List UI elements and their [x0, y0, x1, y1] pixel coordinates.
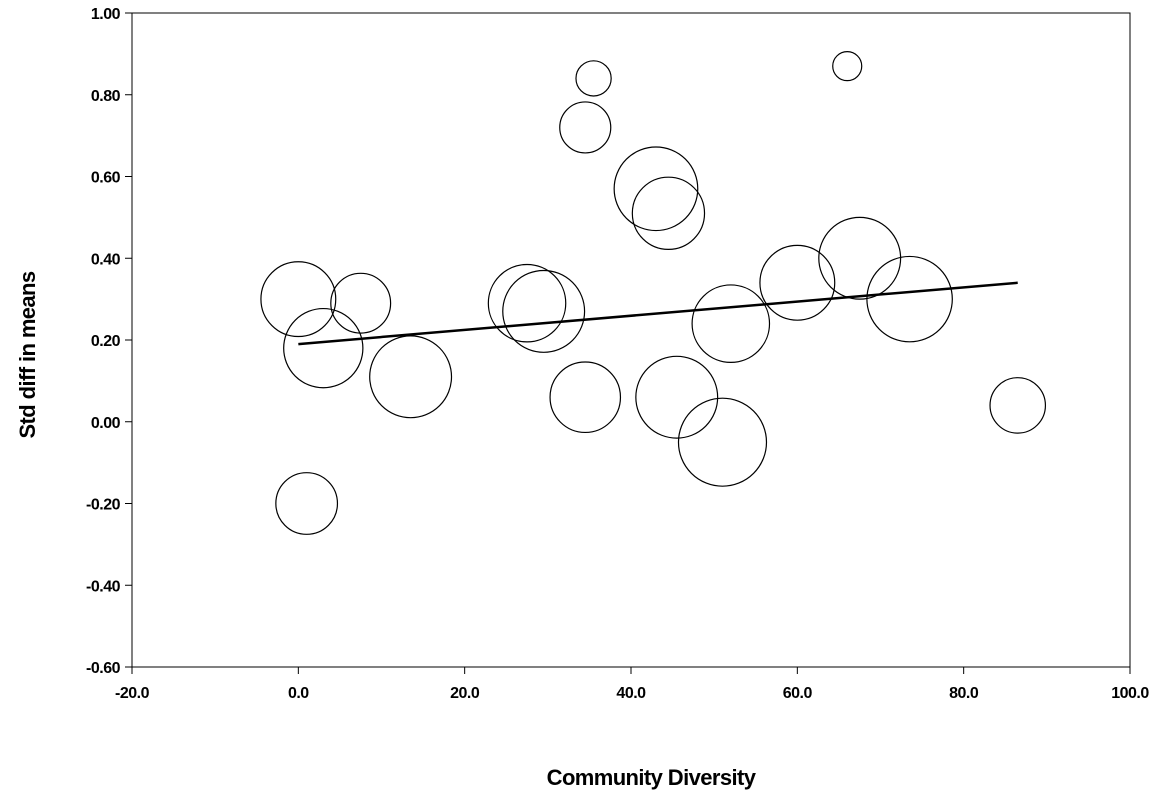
study-bubble: [818, 216, 902, 300]
x-tick-label: -20.0: [115, 685, 150, 702]
x-tick-label: 0.0: [288, 685, 309, 702]
chart-marks: [260, 51, 1047, 535]
x-tick-label: 40.0: [616, 685, 646, 702]
x-axis: -20.0 0.0 20.0 40.0 60.0 80.0 100.0: [115, 667, 1150, 702]
study-bubble: [635, 355, 719, 439]
study-bubble: [759, 244, 836, 321]
y-tick-label: 0.40: [91, 251, 121, 268]
study-bubble: [989, 377, 1047, 434]
plot-frame: [131, 12, 1131, 668]
x-tick-label: 80.0: [949, 685, 979, 702]
x-tick-label: 100.0: [1111, 685, 1149, 702]
y-tick-label: -0.40: [86, 578, 121, 595]
study-bubble: [832, 51, 863, 82]
plot-area: [131, 12, 1131, 668]
y-tick-label: -0.60: [86, 660, 121, 677]
study-bubble: [691, 284, 771, 363]
y-tick-label: 0.60: [91, 170, 121, 187]
study-bubble: [369, 335, 453, 419]
x-tick-label: 20.0: [450, 685, 480, 702]
study-bubble: [330, 272, 392, 334]
study-bubble: [260, 261, 337, 338]
y-tick-label: 1.00: [91, 6, 121, 23]
regression-line: [298, 281, 1018, 346]
study-bubble: [283, 307, 364, 389]
study-bubble: [631, 176, 706, 250]
study-bubble: [559, 101, 612, 154]
y-tick-label: 0.00: [91, 415, 121, 432]
study-bubble: [866, 255, 953, 343]
y-axis-title: Std diff in means: [15, 271, 40, 438]
study-bubble: [613, 146, 699, 232]
study-bubble: [677, 397, 768, 487]
y-tick-label: -0.20: [86, 497, 121, 514]
study-bubble: [549, 361, 622, 434]
study-bubble: [575, 60, 612, 97]
y-tick-label: 0.20: [91, 333, 121, 350]
study-bubble: [275, 472, 339, 535]
x-axis-title: Community Diversity: [547, 765, 757, 790]
y-axis: -0.60 -0.40 -0.20 0.00 0.20 0.40 0.60 0.80 1.00: [86, 6, 132, 677]
y-tick-label: 0.80: [91, 88, 121, 105]
x-tick-label: 60.0: [783, 685, 813, 702]
study-bubble: [487, 263, 567, 343]
study-bubble: [502, 269, 586, 353]
